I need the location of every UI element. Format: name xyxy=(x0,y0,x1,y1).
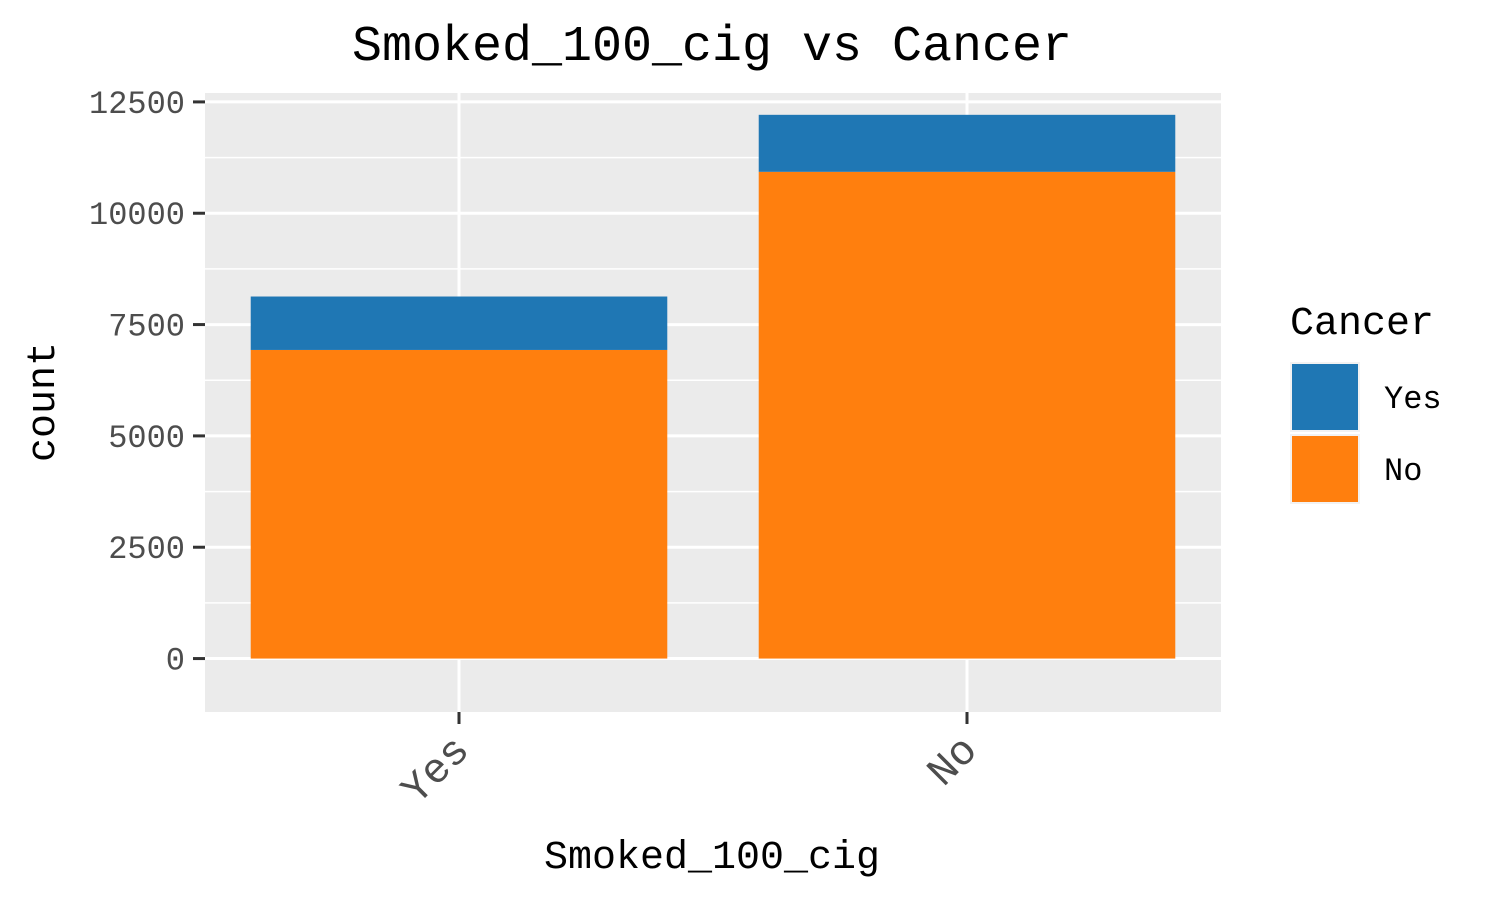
chart-title: Smoked_100_cig vs Cancer xyxy=(352,19,1072,76)
legend-key-yes xyxy=(1292,364,1358,430)
y-tick-label: 7500 xyxy=(108,309,185,346)
y-axis-title: count xyxy=(22,342,67,462)
bar-no-yes xyxy=(758,114,1176,172)
y-tick-label: 12500 xyxy=(89,86,185,123)
legend-key-no xyxy=(1292,436,1358,502)
y-tick-label: 0 xyxy=(166,643,185,680)
legend: Cancer Yes No xyxy=(1290,302,1442,504)
bars xyxy=(250,114,1176,659)
y-tick-label: 2500 xyxy=(108,531,185,568)
y-tick-label: 10000 xyxy=(89,197,185,234)
bar-yes-yes xyxy=(250,296,668,350)
bar-no-no xyxy=(758,171,1176,659)
x-tick-label: Yes xyxy=(393,727,480,814)
legend-title: Cancer xyxy=(1290,302,1434,347)
y-axis: 0 2500 5000 7500 10000 12500 xyxy=(89,86,205,680)
legend-label-yes: Yes xyxy=(1384,381,1442,418)
x-axis: Yes No xyxy=(393,712,988,815)
bar-yes-no xyxy=(250,349,668,659)
x-tick-label: No xyxy=(919,727,989,797)
y-tick-label: 5000 xyxy=(108,420,185,457)
legend-label-no: No xyxy=(1384,453,1422,490)
x-axis-title: Smoked_100_cig xyxy=(544,836,880,881)
